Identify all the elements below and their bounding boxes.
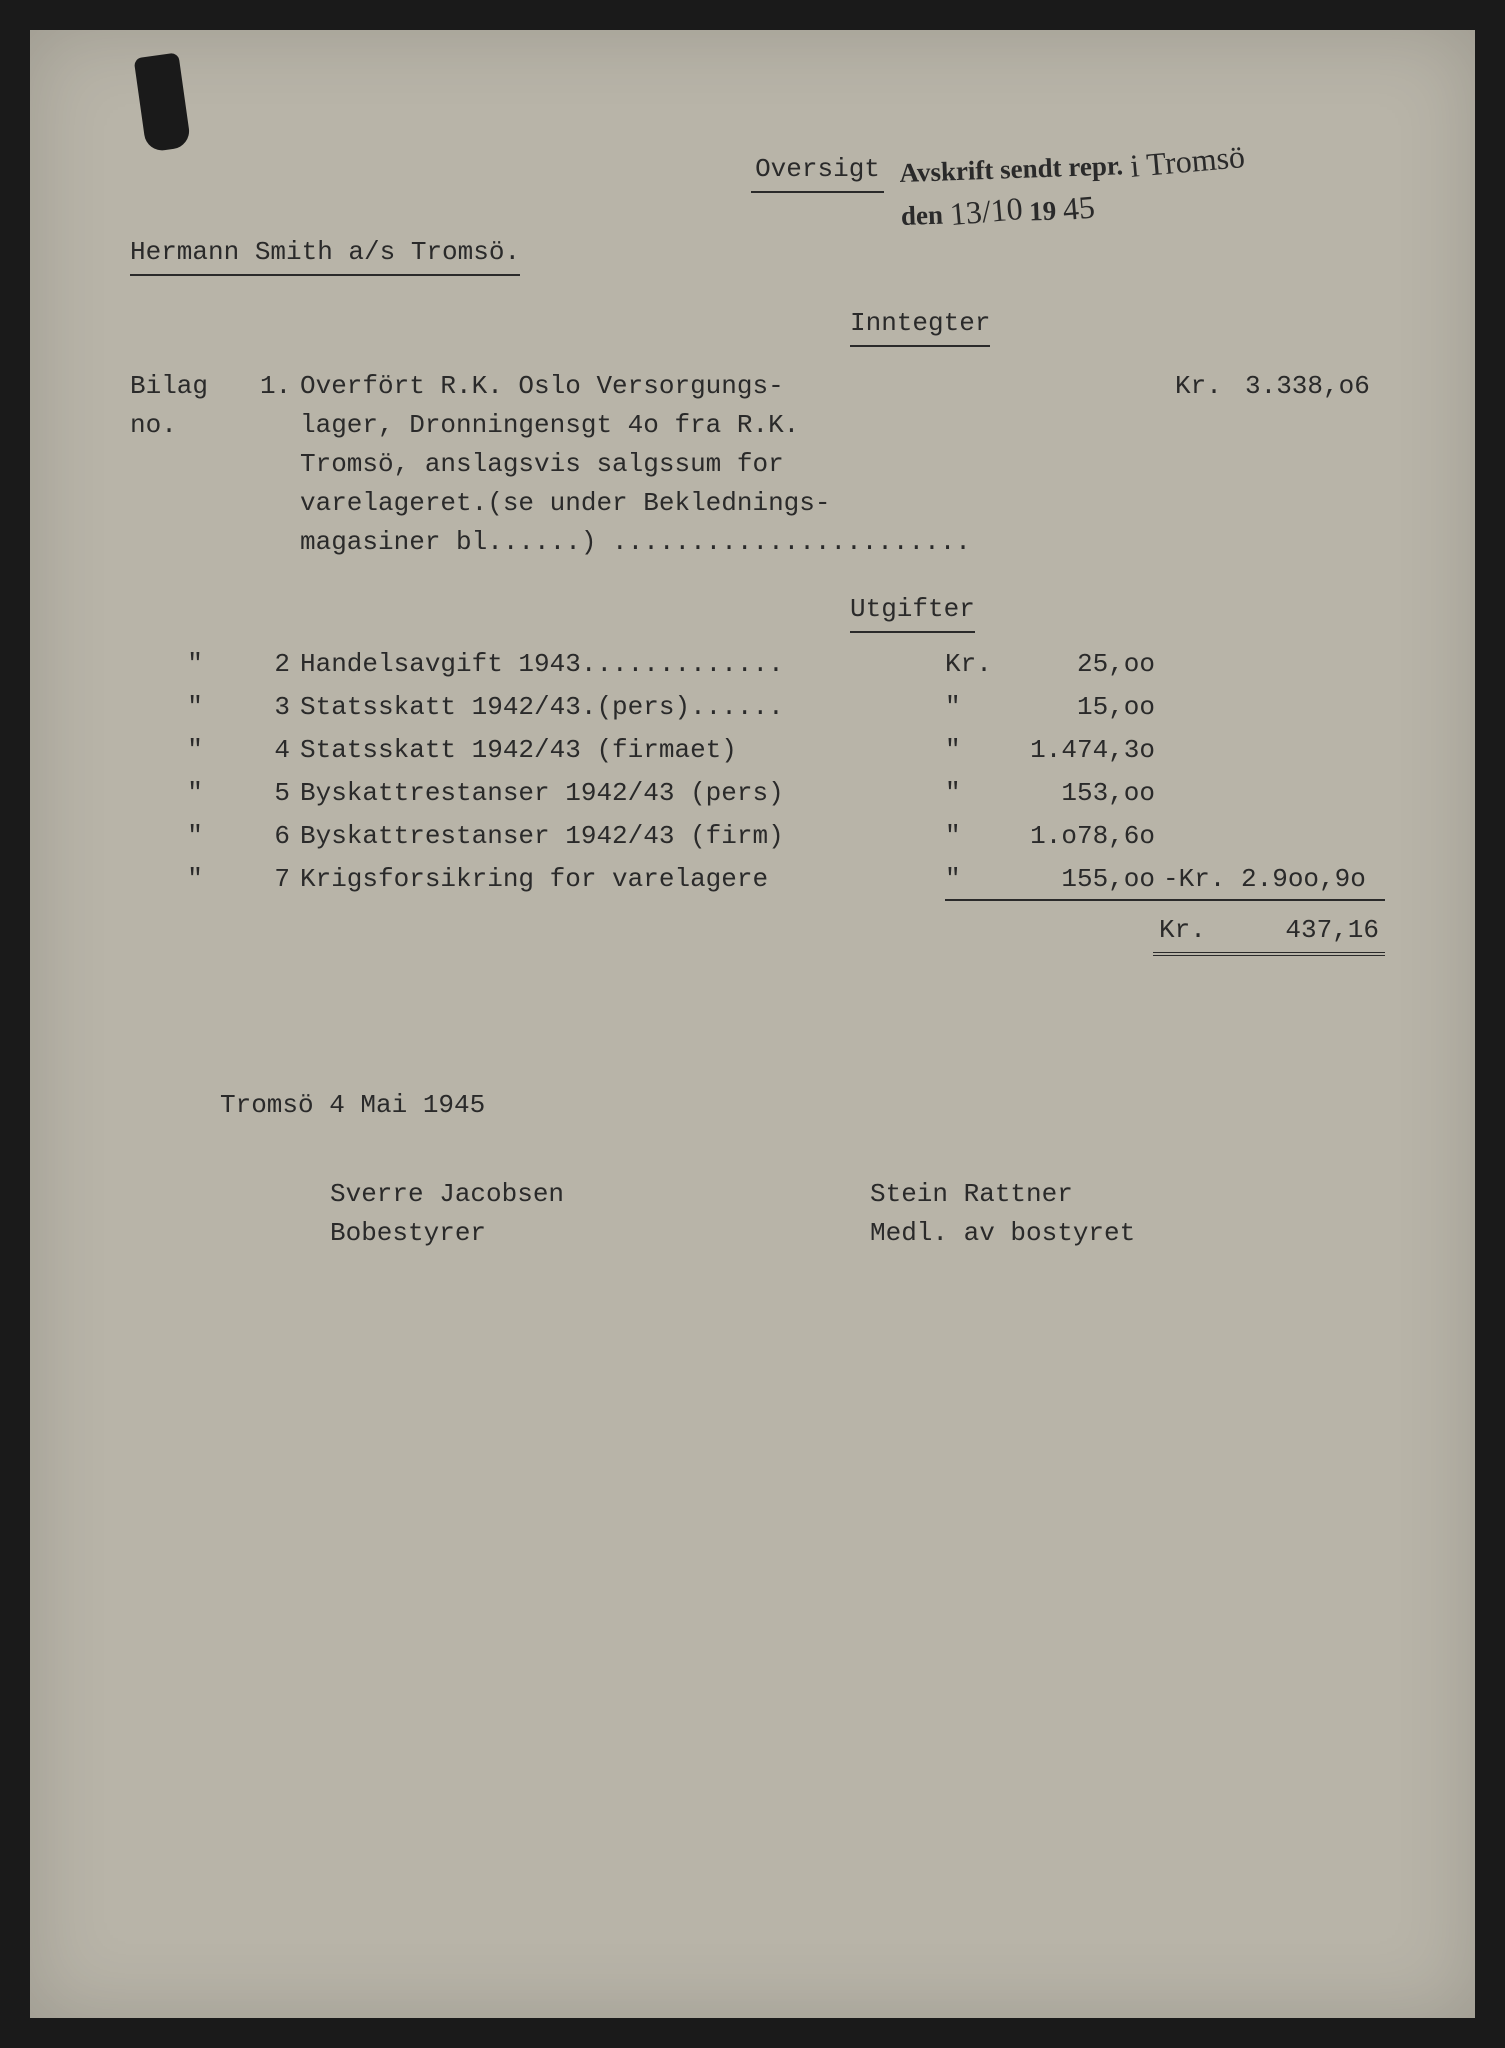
signature-2: Stein Rattner Medl. av bostyret xyxy=(870,1175,1290,1253)
section-utgifter-row: Utgifter xyxy=(850,590,1385,633)
total-cur: Kr. xyxy=(1159,911,1229,950)
row-extra xyxy=(1155,774,1385,813)
section-inntegter-heading: Inntegter xyxy=(850,304,990,347)
paper-clip-icon xyxy=(134,52,192,152)
total-row: Kr. 437,16 xyxy=(130,909,1385,956)
row-amt: 155,oo xyxy=(1015,860,1155,901)
row-extra xyxy=(1155,688,1385,727)
row-amt: 1.474,3o xyxy=(1015,731,1155,770)
row-amt: 1.o78,6o xyxy=(1015,817,1155,856)
expense-rows: "2Handelsavgift 1943.............Kr.25,o… xyxy=(130,645,1385,901)
title-row: Oversigt Avskrift sendt repr. i Tromsö d… xyxy=(130,150,1385,193)
stamp-line2-prefix: den xyxy=(900,200,943,231)
stamp-line1-prefix: Avskrift sendt repr. xyxy=(899,150,1124,188)
section-utgifter-heading: Utgifter xyxy=(850,590,975,633)
stamp-line1-hand: i Tromsö xyxy=(1128,135,1246,188)
row-cur: " xyxy=(945,688,1015,727)
entry-1-cur: Kr. xyxy=(1175,367,1245,562)
section-inntegter-row: Inntegter xyxy=(850,304,1385,347)
row-amt: 153,oo xyxy=(1015,774,1155,813)
total-box: Kr. 437,16 xyxy=(1153,909,1385,956)
document-page: Oversigt Avskrift sendt repr. i Tromsö d… xyxy=(30,30,1475,2018)
row-cur: " xyxy=(945,860,1015,901)
row-num: 4 xyxy=(260,731,300,770)
expense-row: "2Handelsavgift 1943.............Kr.25,o… xyxy=(130,645,1385,684)
row-extra: -Kr. 2.9oo,9o xyxy=(1155,860,1385,901)
ditto-mark: " xyxy=(130,645,260,684)
stamp-line2-date: 13/10 xyxy=(948,187,1024,236)
row-desc: Statsskatt 1942/43.(pers)...... xyxy=(300,688,945,727)
signature-row: Sverre Jacobsen Bobestyrer Stein Rattner… xyxy=(330,1175,1385,1253)
date-line: Tromsö 4 Mai 1945 xyxy=(220,1086,1385,1125)
total-amt: 437,16 xyxy=(1229,911,1379,950)
row-extra xyxy=(1155,731,1385,770)
ditto-mark: " xyxy=(130,817,260,856)
row-num: 3 xyxy=(260,688,300,727)
row-cur: " xyxy=(945,817,1015,856)
ditto-mark: " xyxy=(130,774,260,813)
sign1-role: Bobestyrer xyxy=(330,1214,750,1253)
ditto-mark: " xyxy=(130,860,260,901)
sign2-name: Stein Rattner xyxy=(870,1175,1290,1214)
bilag-label: Bilag no. xyxy=(130,367,260,562)
row-amt: 15,oo xyxy=(1015,688,1155,727)
row-cur: " xyxy=(945,774,1015,813)
stamp-line2-year-hand: 45 xyxy=(1061,186,1097,232)
expense-row: "6Byskattrestanser 1942/43 (firm)"1.o78,… xyxy=(130,817,1385,856)
entry-1-amt: 3.338,o6 xyxy=(1245,367,1385,562)
expense-row: "7Krigsforsikring for varelagere"155,oo-… xyxy=(130,860,1385,901)
row-desc: Byskattrestanser 1942/43 (pers) xyxy=(300,774,945,813)
row-desc: Handelsavgift 1943............. xyxy=(300,645,945,684)
ditto-mark: " xyxy=(130,731,260,770)
row-desc: Krigsforsikring for varelagere xyxy=(300,860,945,901)
signature-1: Sverre Jacobsen Bobestyrer xyxy=(330,1175,750,1253)
row-num: 2 xyxy=(260,645,300,684)
stamp-line2-year-prefix: 19 xyxy=(1028,196,1056,227)
expense-row: "4Statsskatt 1942/43 (firmaet)"1.474,3o xyxy=(130,731,1385,770)
row-desc: Statsskatt 1942/43 (firmaet) xyxy=(300,731,945,770)
row-num: 6 xyxy=(260,817,300,856)
entry-1-num: 1. xyxy=(260,367,300,562)
row-extra xyxy=(1155,817,1385,856)
entry-1-desc: Overfört R.K. Oslo Versorgungs- lager, D… xyxy=(300,367,1175,562)
row-cur: " xyxy=(945,731,1015,770)
sign2-role: Medl. av bostyret xyxy=(870,1214,1290,1253)
page-title: Oversigt xyxy=(751,150,884,193)
row-extra xyxy=(1155,645,1385,684)
expense-row: "5Byskattrestanser 1942/43 (pers)"153,oo xyxy=(130,774,1385,813)
row-num: 7 xyxy=(260,860,300,901)
row-amt: 25,oo xyxy=(1015,645,1155,684)
sign1-name: Sverre Jacobsen xyxy=(330,1175,750,1214)
row-cur: Kr. xyxy=(945,645,1015,684)
row-num: 5 xyxy=(260,774,300,813)
ditto-mark: " xyxy=(130,688,260,727)
expense-row: "3Statsskatt 1942/43.(pers)......"15,oo xyxy=(130,688,1385,727)
company-name: Hermann Smith a/s Tromsö. xyxy=(130,233,520,276)
stamp-annotation: Avskrift sendt repr. i Tromsö den 13/10 … xyxy=(898,138,1246,236)
row-desc: Byskattrestanser 1942/43 (firm) xyxy=(300,817,945,856)
entry-1: Bilag no. 1. Overfört R.K. Oslo Versorgu… xyxy=(130,367,1385,562)
